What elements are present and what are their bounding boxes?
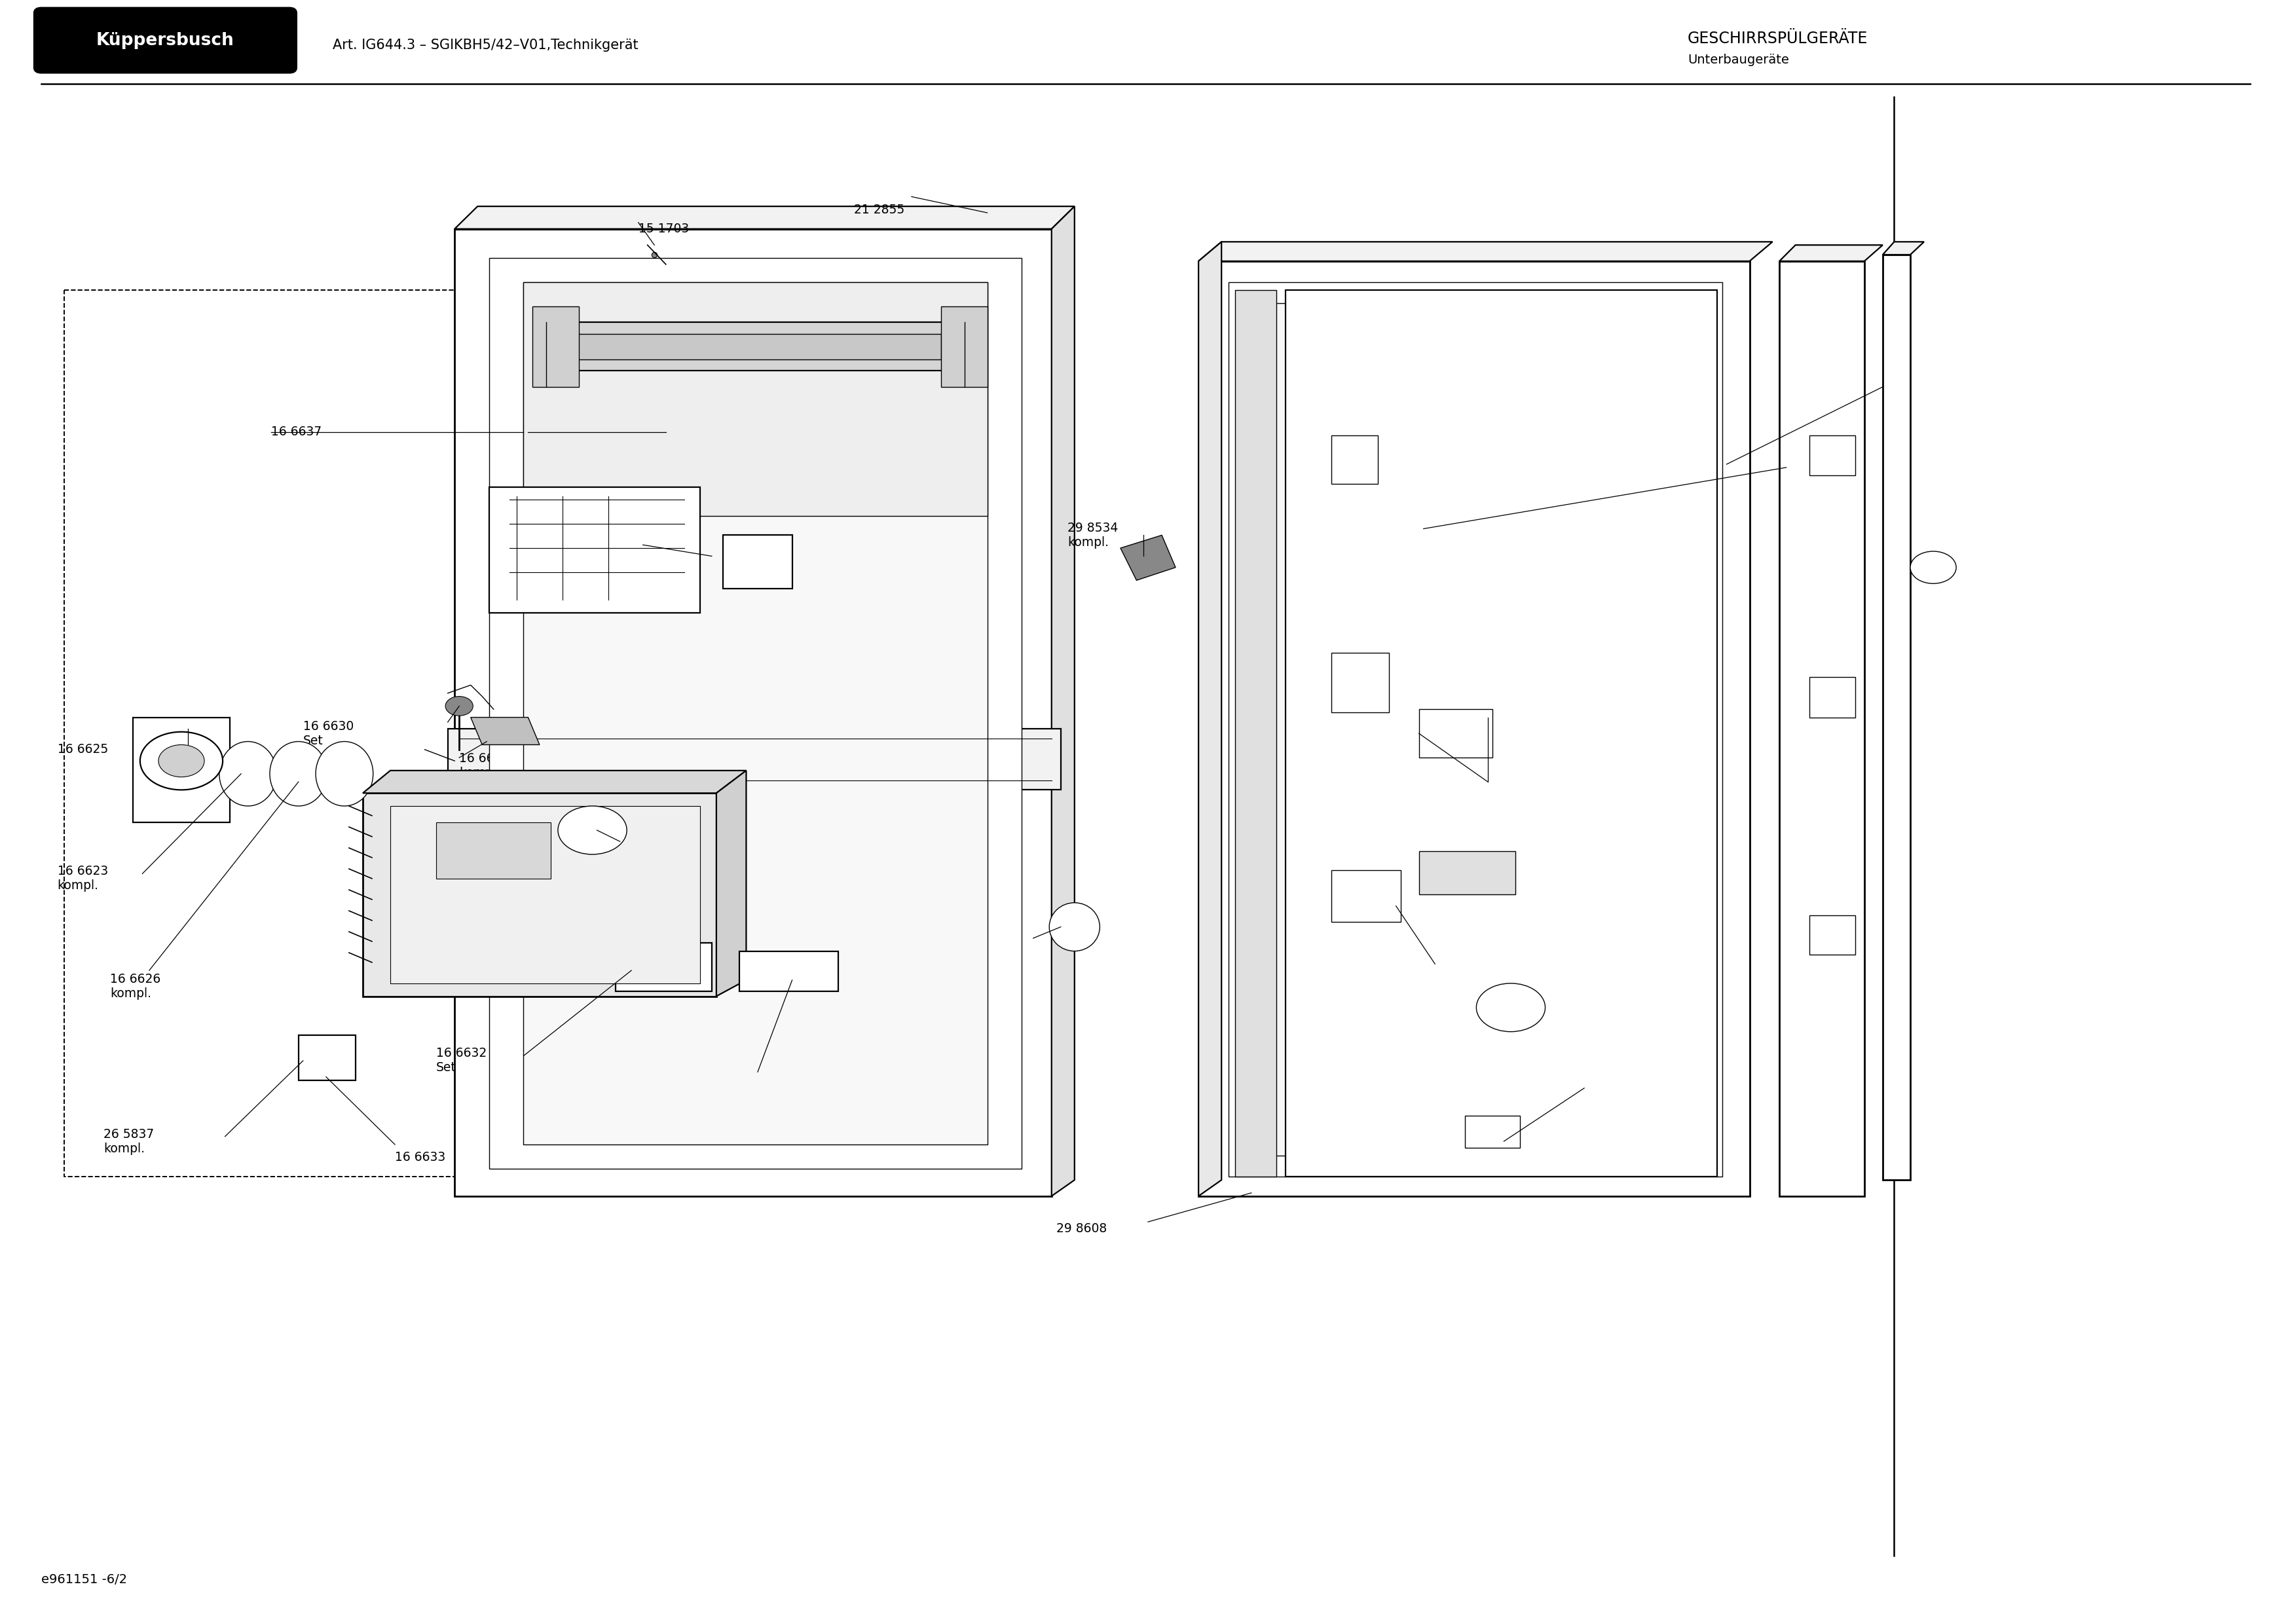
Polygon shape bbox=[1332, 870, 1401, 922]
Polygon shape bbox=[363, 771, 746, 793]
Text: 16 5770—
Set: 16 5770— Set bbox=[946, 933, 1008, 959]
Text: 16 6632
Set: 16 6632 Set bbox=[436, 1048, 487, 1074]
Polygon shape bbox=[1883, 242, 1924, 255]
Text: GESCHIRRSPÜLGERÄTE: GESCHIRRSPÜLGERÄTE bbox=[1688, 31, 1869, 47]
Text: 16 6627
kompl.: 16 6627 kompl. bbox=[459, 753, 510, 779]
Polygon shape bbox=[1258, 303, 1694, 1156]
Polygon shape bbox=[1052, 206, 1075, 1196]
Text: 16 6621
kompl.: 16 6621 kompl. bbox=[501, 535, 551, 561]
Polygon shape bbox=[533, 306, 579, 387]
Polygon shape bbox=[298, 1035, 356, 1080]
Polygon shape bbox=[1465, 1116, 1520, 1148]
Polygon shape bbox=[1332, 653, 1389, 713]
Polygon shape bbox=[363, 793, 716, 996]
Text: 16 6630
Set: 16 6630 Set bbox=[303, 721, 354, 746]
Text: 16 6623
kompl.: 16 6623 kompl. bbox=[57, 866, 108, 891]
Text: 16 6637: 16 6637 bbox=[271, 426, 321, 438]
Polygon shape bbox=[1779, 245, 1883, 261]
Text: 16 6625: 16 6625 bbox=[57, 743, 108, 756]
Polygon shape bbox=[739, 951, 838, 991]
Polygon shape bbox=[523, 282, 987, 516]
Polygon shape bbox=[1809, 435, 1855, 476]
Polygon shape bbox=[1228, 282, 1722, 1177]
Circle shape bbox=[1476, 983, 1545, 1032]
Polygon shape bbox=[1286, 290, 1717, 1177]
Text: 16 6628
Set: 16 6628 Set bbox=[613, 845, 664, 870]
Circle shape bbox=[140, 732, 223, 790]
Text: 29 8610: 29 8610 bbox=[1614, 461, 1665, 474]
Polygon shape bbox=[1235, 290, 1277, 1177]
Polygon shape bbox=[1419, 851, 1515, 895]
Polygon shape bbox=[615, 943, 712, 991]
Circle shape bbox=[158, 745, 204, 777]
Text: 29 8537: 29 8537 bbox=[1348, 529, 1398, 542]
Text: Küppersbusch: Küppersbusch bbox=[96, 32, 234, 48]
Polygon shape bbox=[489, 487, 700, 613]
Ellipse shape bbox=[218, 742, 276, 806]
Text: e961151 -6/2: e961151 -6/2 bbox=[41, 1573, 126, 1586]
Polygon shape bbox=[1199, 242, 1773, 261]
Polygon shape bbox=[489, 258, 1022, 1169]
Polygon shape bbox=[1120, 535, 1176, 580]
Text: Art. IG644.3 – SGIKBH5/42–V01,Technikgerät: Art. IG644.3 – SGIKBH5/42–V01,Technikger… bbox=[333, 39, 638, 52]
Circle shape bbox=[558, 806, 627, 854]
Polygon shape bbox=[716, 771, 746, 996]
Polygon shape bbox=[1809, 916, 1855, 954]
Text: 15 1703: 15 1703 bbox=[638, 222, 689, 235]
Text: 21 2884: 21 2884 bbox=[1488, 1090, 1538, 1103]
Polygon shape bbox=[1883, 255, 1910, 1180]
Polygon shape bbox=[1199, 261, 1750, 1196]
Circle shape bbox=[445, 696, 473, 716]
Polygon shape bbox=[455, 206, 1075, 229]
Text: Unterbaugeräte: Unterbaugeräte bbox=[1688, 53, 1789, 66]
Polygon shape bbox=[1779, 261, 1864, 1196]
Text: 16 5737
Set: 16 5737 Set bbox=[1435, 962, 1486, 988]
FancyBboxPatch shape bbox=[34, 8, 296, 73]
Text: 29 8608: 29 8608 bbox=[1056, 1222, 1107, 1235]
Text: 16 6633: 16 6633 bbox=[395, 1151, 445, 1164]
Polygon shape bbox=[546, 322, 964, 371]
Polygon shape bbox=[133, 717, 230, 822]
Circle shape bbox=[1910, 551, 1956, 584]
Ellipse shape bbox=[1049, 903, 1100, 951]
Polygon shape bbox=[455, 229, 1052, 1196]
Polygon shape bbox=[523, 282, 987, 1145]
Polygon shape bbox=[1419, 709, 1492, 758]
Text: 26 5837
kompl.: 26 5837 kompl. bbox=[103, 1128, 154, 1154]
Ellipse shape bbox=[315, 742, 372, 806]
Text: 29 8534
kompl.: 29 8534 kompl. bbox=[1068, 522, 1118, 548]
Ellipse shape bbox=[271, 742, 326, 806]
Text: 16 6626
kompl.: 16 6626 kompl. bbox=[110, 974, 161, 999]
Polygon shape bbox=[1199, 242, 1221, 1196]
Polygon shape bbox=[1332, 435, 1378, 484]
Text: 16 6635: 16 6635 bbox=[631, 1074, 682, 1086]
Polygon shape bbox=[436, 822, 551, 879]
Polygon shape bbox=[569, 334, 941, 359]
Polygon shape bbox=[448, 729, 1061, 790]
Text: 21 2855: 21 2855 bbox=[854, 203, 905, 216]
Polygon shape bbox=[723, 535, 792, 588]
Polygon shape bbox=[941, 306, 987, 387]
Polygon shape bbox=[1809, 677, 1855, 717]
Polygon shape bbox=[471, 717, 540, 745]
Polygon shape bbox=[390, 806, 700, 983]
Text: 16 5325: 16 5325 bbox=[1421, 787, 1472, 800]
